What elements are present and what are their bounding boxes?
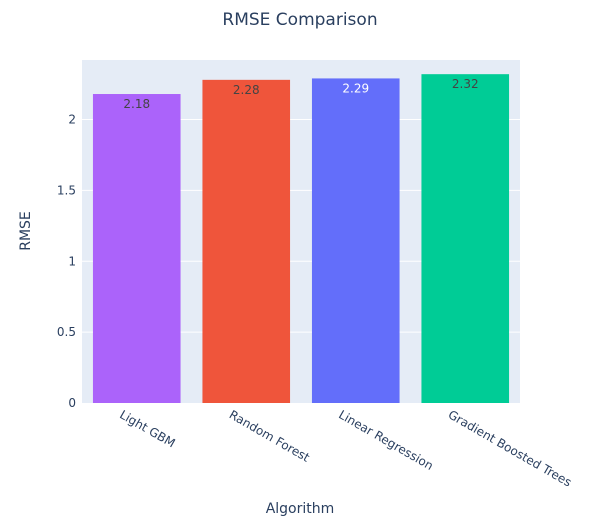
y-axis-title: RMSE <box>18 211 34 251</box>
bar <box>421 74 510 403</box>
bars: 2.18 2.28 2.29 2.32 <box>92 74 510 404</box>
x-axis-title: Algorithm <box>266 501 335 517</box>
y-tick-label: 0.5 <box>57 325 76 339</box>
bar <box>92 94 181 403</box>
y-tick-labels: 0 0.5 1 1.5 2 <box>57 113 76 410</box>
bar-value-label: 2.29 <box>342 81 369 95</box>
chart-title: RMSE Comparison <box>222 10 377 30</box>
y-tick-label: 1 <box>68 254 76 268</box>
bar-value-label: 2.32 <box>452 77 479 91</box>
bar <box>311 78 400 403</box>
bar <box>202 79 291 404</box>
y-tick-label: 2 <box>68 113 76 127</box>
y-tick-label: 0 <box>68 396 76 410</box>
bar-value-label: 2.28 <box>233 83 260 97</box>
bar-value-label: 2.18 <box>123 97 150 111</box>
y-tick-label: 1.5 <box>57 183 76 197</box>
